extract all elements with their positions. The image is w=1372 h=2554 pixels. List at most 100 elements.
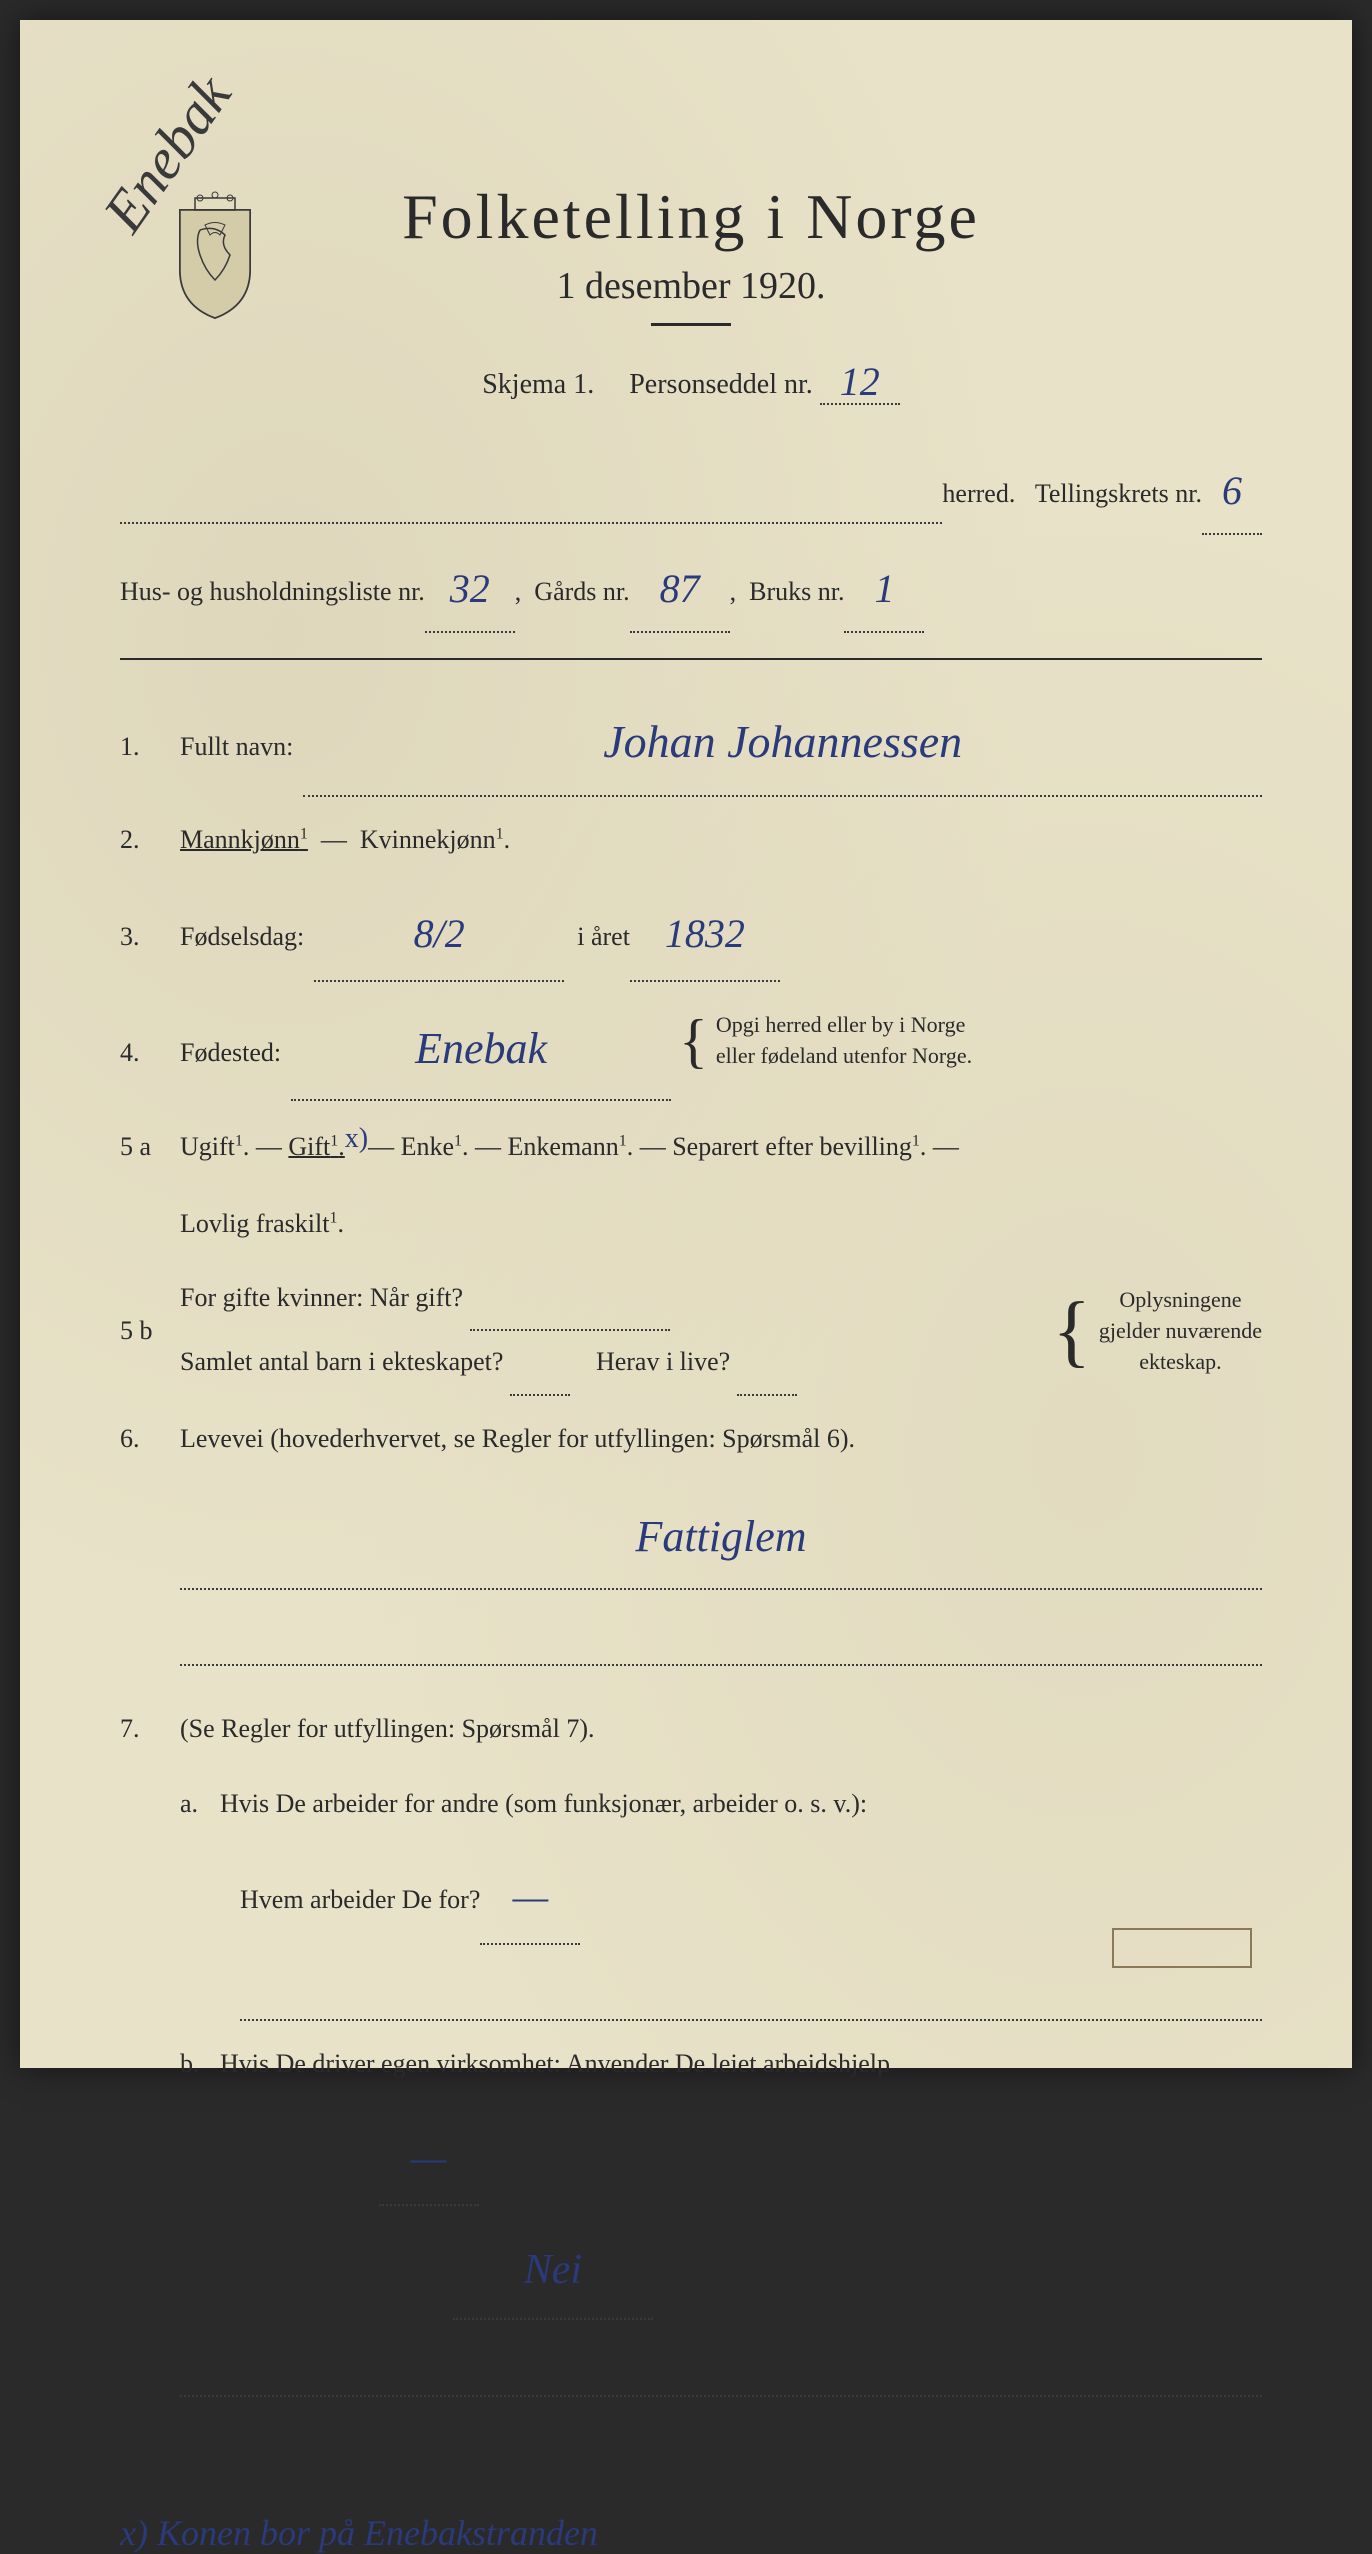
bruks-label: Bruks nr. xyxy=(749,563,844,620)
section-divider-2 xyxy=(120,2455,1262,2457)
brace-icon: { xyxy=(679,1017,708,1065)
q1-number: 1. xyxy=(120,716,180,778)
q7-number: 7. xyxy=(120,1698,180,1760)
section-divider-1 xyxy=(120,658,1262,660)
q1-field: Johan Johannessen xyxy=(303,685,1262,797)
q7b-field: — xyxy=(379,2108,479,2206)
question-6-value: Fattiglem xyxy=(180,1482,1262,1590)
q3-year-field: 1832 xyxy=(630,884,780,982)
q1-label: Fullt navn: xyxy=(180,716,293,778)
q5b-content: For gifte kvinner: Når gift? Samlet anta… xyxy=(180,1267,1044,1396)
gards-value: 87 xyxy=(660,566,700,611)
tellingskrets-value: 6 xyxy=(1222,468,1242,513)
q7b-label2: (ja eller nei)? xyxy=(240,2130,379,2192)
q7b-value: — xyxy=(411,2135,447,2180)
personseddel-value: 12 xyxy=(840,359,880,404)
husliste-line: Hus- og husholdningsliste nr. 32 , Gårds… xyxy=(120,543,1262,633)
q8-field-2 xyxy=(180,2332,1262,2396)
q2-sep: — xyxy=(321,809,347,871)
question-1: 1. Fullt navn: Johan Johannessen xyxy=(120,685,1262,797)
footnote-1: Har man ingen biinntekt av nogen betydni… xyxy=(120,2417,1262,2440)
question-7a: a. Hvis De arbeider for andre (som funks… xyxy=(180,1773,1262,1835)
q4-value: Enebak xyxy=(415,1024,547,1073)
herred-line: herred. Tellingskrets nr. 6 xyxy=(120,445,1262,535)
q8-number: 8. xyxy=(120,2242,180,2304)
gards-label: Gårds nr. xyxy=(534,563,629,620)
husliste-label: Hus- og husholdningsliste nr. xyxy=(120,563,425,620)
husliste-field: 32 xyxy=(425,543,515,633)
q3-label: Fødselsdag: xyxy=(180,906,304,968)
q2-number: 2. xyxy=(120,809,180,871)
q5a-opt5: Separert efter bevilling1. xyxy=(672,1116,926,1178)
q5b-field3 xyxy=(737,1331,797,1395)
question-6-blank xyxy=(180,1602,1262,1666)
bruks-value: 1 xyxy=(874,566,894,611)
q3-day-value: 8/2 xyxy=(414,911,465,956)
coat-of-arms-icon xyxy=(170,190,260,320)
question-7: 7. (Se Regler for utfyllingen: Spørsmål … xyxy=(120,1698,1262,1760)
q8-value: Nei xyxy=(524,2247,582,2293)
q6-field-2 xyxy=(180,1602,1262,1666)
tellingskrets-field: 6 xyxy=(1202,445,1262,535)
q6-label: Levevei (hovederhvervet, se Regler for u… xyxy=(180,1408,855,1470)
q5b-note: Oplysningene gjelder nuværende ekteskap. xyxy=(1099,1285,1262,1377)
q5b-field1 xyxy=(470,1267,670,1331)
q7a-field-2 xyxy=(240,1957,1262,2021)
question-6: 6. Levevei (hovederhvervet, se Regler fo… xyxy=(120,1408,1262,1470)
question-8-blank xyxy=(180,2332,1262,2396)
q7a-value: — xyxy=(513,1874,549,1919)
question-2: 2. Mannkjønn1 — Kvinnekjønn1. xyxy=(120,809,1262,871)
question-7b: b. Hvis De driver egen virksomhet: Anven… xyxy=(180,2033,1262,2095)
q5a-number: 5 a xyxy=(120,1116,180,1178)
q5b-number: 5 b xyxy=(120,1300,180,1362)
question-7b-line2: (ja eller nei)? — xyxy=(240,2108,1262,2206)
q8-field: Nei xyxy=(453,2218,653,2321)
q5a-opt3: Enke1. xyxy=(401,1116,469,1178)
q7a-field: — xyxy=(480,1847,580,1945)
q7a-label1: Hvis De arbeider for andre (som funksjon… xyxy=(220,1773,867,1835)
footnote-2: 1 Her kan svares ved tydelig understrekn… xyxy=(120,2477,1262,2502)
skjema-label: Skjema 1. xyxy=(482,369,594,400)
skjema-line: Skjema 1. Personseddel nr. 12 xyxy=(120,356,1262,405)
census-document: Enebak Folketelling i Norge 1 desember 1… xyxy=(20,20,1352,2068)
q5b-line1: For gifte kvinner: Når gift? xyxy=(180,1267,1044,1331)
personseddel-label: Personseddel nr. xyxy=(629,369,813,400)
q6-field: Fattiglem xyxy=(180,1482,1262,1590)
document-header: Folketelling i Norge 1 desember 1920. Sk… xyxy=(120,180,1262,405)
q4-field: Enebak xyxy=(291,994,671,1102)
q7a-label2: Hvem arbeider De for? xyxy=(240,1869,480,1931)
printer-stamp xyxy=(1112,1928,1252,1968)
personseddel-field: 12 xyxy=(820,356,900,405)
q8-label: Bierhverv (eller biinntekt) xyxy=(180,2242,453,2304)
q5b-line2: Samlet antal barn i ekteskapet? Herav i … xyxy=(180,1331,1044,1395)
question-7a-line2: Hvem arbeider De for? — xyxy=(240,1847,1262,1945)
q5a-opt4: Enkemann1. xyxy=(508,1116,634,1178)
q4-note: Opgi herred eller by i Norge eller fødel… xyxy=(716,1010,972,1072)
question-5b: 5 b For gifte kvinner: Når gift? Samlet … xyxy=(120,1267,1262,1396)
herred-field xyxy=(120,465,942,524)
husliste-value: 32 xyxy=(450,566,490,611)
q4-number: 4. xyxy=(120,1022,180,1084)
q2-option2: Kvinnekjønn1. xyxy=(360,809,510,871)
q5a-xmark: x) xyxy=(345,1105,368,1172)
bottom-annotation: x) Konen bor på Enebakstranden xyxy=(120,2512,1262,2554)
q2-option1: Mannkjønn1 xyxy=(180,809,308,871)
shield-svg xyxy=(170,190,260,320)
main-title: Folketelling i Norge xyxy=(120,180,1262,254)
q5a-opt2: Gift1. xyxy=(288,1116,344,1178)
q3-year-label: i året xyxy=(577,906,630,968)
herred-label: herred. xyxy=(942,465,1015,522)
q3-number: 3. xyxy=(120,906,180,968)
question-7a-blank xyxy=(240,1957,1262,2021)
q4-note-container: { Opgi herred eller by i Norge eller fød… xyxy=(671,1010,972,1072)
q5b-field2 xyxy=(510,1331,570,1395)
q7a-num: a. xyxy=(180,1773,220,1835)
tellingskrets-label: Tellingskrets nr. xyxy=(1035,465,1202,522)
question-5a: 5 a Ugift1. — Gift1. x) — Enke1. — Enkem… xyxy=(120,1113,1262,1180)
form-section: 1. Fullt navn: Johan Johannessen 2. Mann… xyxy=(120,685,1262,2397)
header-divider xyxy=(651,323,731,326)
question-5a-line2: Lovlig fraskilt1. xyxy=(180,1193,1262,1255)
gards-field: 87 xyxy=(630,543,730,633)
date-subtitle: 1 desember 1920. xyxy=(120,264,1262,308)
question-4: 4. Fødested: Enebak { Opgi herred eller … xyxy=(120,994,1262,1102)
